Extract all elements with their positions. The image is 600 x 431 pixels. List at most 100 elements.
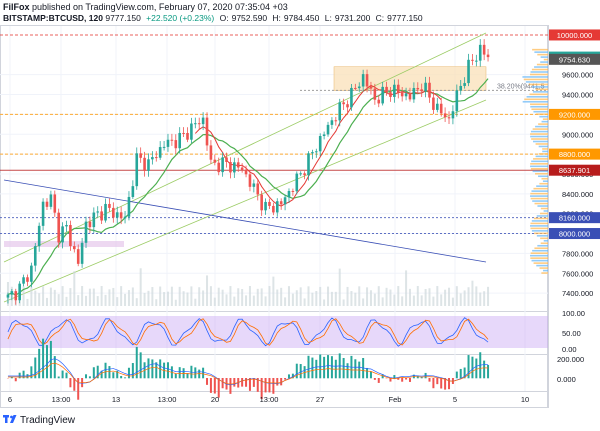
volume-bars (6, 268, 490, 306)
channel-lower-line (3, 99, 487, 303)
volume-bar (319, 286, 322, 306)
candle (400, 87, 404, 102)
candle-body (455, 90, 459, 112)
candle (10, 288, 14, 301)
volume-bar (178, 286, 181, 306)
volume-bar (416, 286, 419, 306)
volume-profile-bar (530, 227, 548, 230)
candle (295, 171, 299, 195)
macd-bar (315, 359, 318, 379)
volume-bar (96, 296, 99, 306)
candle-body (303, 173, 306, 176)
candle (154, 151, 158, 162)
footer-brand[interactable]: TradingView (3, 414, 75, 426)
volume-profile-bar (542, 148, 548, 150)
candle-body (443, 113, 447, 118)
volume-profile-bar (533, 158, 548, 160)
macd-bar (100, 370, 103, 379)
volume-bar (116, 297, 119, 306)
candle-body (295, 173, 299, 192)
macd-bar (42, 338, 45, 379)
author-name[interactable]: FilFox (3, 2, 30, 12)
candle (252, 179, 256, 193)
volume-bar (311, 292, 314, 306)
candle-body (123, 216, 127, 219)
candle (475, 54, 478, 67)
candle-body (217, 162, 221, 173)
volume-bar (303, 298, 306, 306)
high-label: H: (272, 13, 281, 23)
volume-bar (182, 291, 185, 306)
candle-body (439, 103, 443, 114)
macd-bar (241, 378, 244, 387)
volume-bar (268, 286, 271, 306)
volume-profile-bar (539, 267, 548, 269)
volume-bar (88, 288, 91, 306)
volume-bar (362, 298, 365, 306)
candle-body (190, 123, 193, 140)
candle-body (104, 203, 107, 221)
candle-body (400, 92, 404, 97)
volume-profile-bar (536, 235, 548, 237)
candle-body (186, 132, 189, 140)
low-label: L: (324, 13, 332, 23)
volume-profile (522, 48, 548, 274)
candle (428, 76, 431, 103)
candle-body (354, 87, 357, 89)
candle-body (229, 161, 232, 173)
price-chart[interactable]: 38.20%(9441.5 7400.000 7600.000 7800.000 800… (0, 24, 600, 412)
candle (6, 292, 10, 304)
y-tick-label: 7800.000 (562, 249, 593, 258)
candle-body (45, 201, 49, 207)
macd-bar (127, 367, 130, 379)
volume-bar (151, 287, 154, 306)
open-value: 9752.590 (231, 13, 268, 23)
oscillator-d-line (7, 318, 489, 346)
descending-trendline (3, 179, 487, 263)
candle-body (385, 86, 388, 93)
candle (115, 206, 119, 224)
candle (170, 133, 174, 146)
candle (205, 112, 209, 151)
candle (108, 198, 111, 212)
candle (178, 127, 181, 154)
volume-bar (412, 295, 415, 306)
volume-bar (159, 286, 162, 306)
volume-profile-bar (542, 180, 548, 183)
volume-bar (436, 286, 439, 306)
volume-bar (444, 289, 447, 306)
volume-bar (295, 290, 298, 306)
volume-bar (124, 293, 127, 306)
candle (244, 165, 248, 178)
volume-profile-bar (532, 249, 548, 252)
candle-body (53, 194, 57, 213)
candle (307, 151, 310, 181)
volume-bar (299, 287, 302, 306)
price-label: 8637.901 (549, 164, 600, 176)
candle (221, 152, 224, 177)
macd-bar (393, 375, 396, 379)
volume-profile-bar (531, 190, 548, 192)
volume-profile-bar (531, 108, 548, 111)
macd-bar (369, 371, 372, 379)
candle (174, 134, 178, 155)
volume-profile-bar (523, 78, 548, 81)
macd-bar (330, 356, 333, 379)
macd-bar (354, 359, 357, 379)
volume-bar (77, 295, 80, 306)
volume-bar (260, 288, 263, 306)
candle-body (225, 157, 228, 162)
candle-body (147, 159, 150, 171)
candle-body (330, 120, 334, 125)
candle (396, 79, 400, 99)
x-tick-label: 6 (8, 395, 12, 404)
volume-profile-bar (541, 177, 548, 180)
candle-body (49, 194, 53, 207)
symbol-label[interactable]: BITSTAMP:BTCUSD, 120 (3, 13, 103, 23)
macd-bar (428, 378, 431, 382)
macd-bar (408, 378, 411, 382)
volume-profile-bar (530, 133, 548, 135)
candle (283, 194, 287, 211)
macd-bar (420, 377, 423, 379)
macd-bar (124, 377, 127, 379)
